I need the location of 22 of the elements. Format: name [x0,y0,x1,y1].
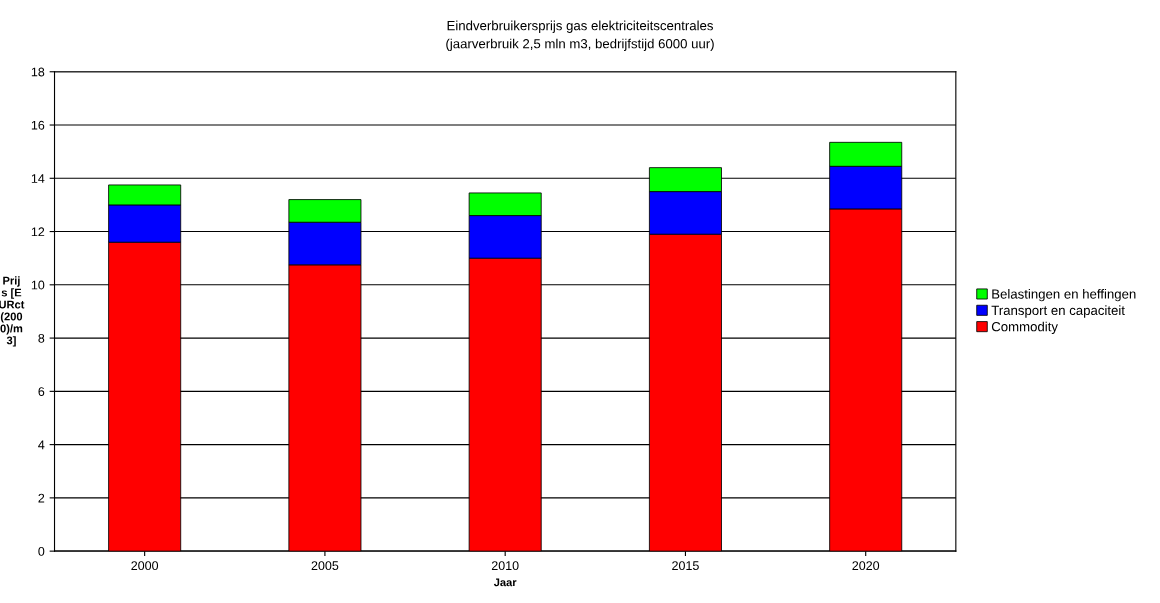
x-tick-label: 2020 [852,561,880,571]
chart-subtitle: (jaarverbruik 2,5 mln m3, bedrijfstijd 6000 uur) [446,38,714,51]
x-tick-label: 2000 [131,561,159,571]
y-tick-label: 12 [31,227,45,237]
legend-label: Belastingen en heffingen [992,289,1136,302]
chart-title: Eindverbruikersprijs gas elektriciteitscentrales [447,20,713,33]
y-tick-label: 16 [31,120,45,130]
y-tick-label: 18 [31,67,45,77]
legend-label: Commodity [991,321,1058,334]
y-tick-label: 2 [38,493,45,503]
y-tick-label: 4 [38,440,45,450]
y-tick-label: 14 [31,174,45,183]
y-axis-title: Prijs [EURct(2000)/m3] [0,276,25,347]
x-axis-title: Jaar [493,578,517,587]
y-tick-label: 8 [38,333,45,343]
y-tick-label: 10 [31,280,45,290]
x-tick-label: 2005 [311,561,339,571]
y-tick-label: 0 [38,546,45,556]
x-tick-label: 2015 [672,561,699,571]
x-tick-label: 2010 [491,561,519,571]
y-tick-label: 6 [38,387,45,396]
legend-label: Transport en capaciteit [991,305,1125,318]
